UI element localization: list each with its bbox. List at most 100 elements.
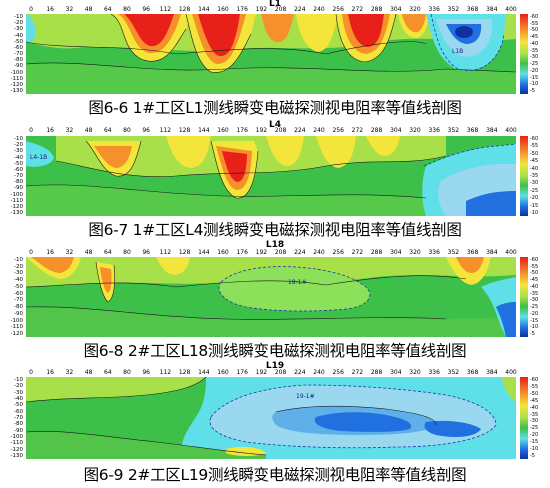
x-tick-label: 48 [84,369,93,376]
colorbar [520,136,528,216]
x-tick-label: 128 [178,369,191,376]
x-tick-label: 288 [370,6,383,13]
colorbar-tick-label: -15 [530,317,539,324]
x-tick-label: 64 [103,127,112,134]
colorbar-tick-label: -20 [530,67,539,74]
plot-title: L19 [265,361,285,371]
x-tick-label: 192 [255,127,268,134]
x-tick-label: 144 [198,6,210,13]
figure-6-6: L1 0 16 32 48 64 80 96 112 128 144 160 176 192 208 224… [0,0,550,122]
x-tick-label: 336 [428,249,440,256]
y-tick-label: -80 [14,179,23,186]
y-tick-label: -30 [14,148,23,155]
colorbar-tick-label: -60 [530,136,539,142]
x-tick-label: 192 [255,369,268,376]
colorbar-tick-label: -60 [530,377,539,383]
x-tick-label: 144 [198,127,210,134]
x-tick-label: 160 [217,369,229,376]
colorbar-tick-label: -35 [530,411,539,418]
x-tick-label: 304 [390,369,402,376]
anomaly-zone-label: L4-1B [30,154,48,161]
x-tick-label: 96 [142,249,151,256]
y-tick-label: -40 [14,277,23,284]
resistivity-contour-plot: L4-1B [26,136,516,216]
x-tick-label: 272 [351,369,364,376]
colorbar-tick-label: -50 [530,150,539,157]
x-axis-ticks: 0 16 32 48 64 80 96 112 128 144 160 176 192 208 224 240… [26,6,517,15]
colorbar-tick-label: -10 [530,210,539,216]
x-tick-label: 80 [123,6,131,13]
colorbar-labels: -60 -55 -50 -45 -40 -35 -30 -25 -20 -15 -10 [530,136,550,216]
y-tick-label: -120 [10,203,23,210]
colorbar-tick-label: -55 [530,20,539,27]
x-tick-label: 384 [486,6,498,13]
x-tick-label: 224 [294,6,306,13]
colorbar-tick-label: -60 [530,257,539,263]
x-tick-label: 32 [65,6,74,13]
x-tick-label: 400 [505,6,517,13]
resistivity-contour-plot: 18-1# [26,257,516,337]
x-tick-label: 400 [505,249,517,256]
colorbar-tick-label: -45 [530,397,539,404]
y-tick-label: -40 [14,396,23,402]
plot-title: L4 [269,120,281,130]
x-tick-label: 352 [447,369,460,376]
x-tick-label: 256 [332,6,344,13]
y-tick-label: -20 [14,142,23,149]
y-tick-label: -120 [10,446,23,453]
colorbar-tick-label: -15 [530,439,539,446]
colorbar-tick-label: -55 [530,263,539,270]
x-tick-label: 240 [313,127,325,134]
y-axis-ticks: -10 -20 -30 -40 -50 -60 -70 -80 -90 -100 -110 -120-… [0,377,25,459]
x-tick-label: 0 [29,127,33,134]
x-tick-label: 112 [159,127,172,134]
x-tick-label: 336 [428,369,440,376]
x-tick-label: 32 [65,249,74,256]
y-tick-label: -110 [10,197,23,204]
x-tick-label: 304 [390,127,402,134]
x-tick-label: 368 [466,127,479,134]
y-tick-label: -100 [10,191,23,198]
x-tick-label: 32 [65,127,74,134]
y-tick-label: -100 [10,434,23,440]
x-tick-label: 96 [142,127,151,134]
anomaly-zone-label: 18-1# [288,279,307,286]
y-tick-label: -80 [14,421,23,428]
x-tick-label: 320 [409,6,421,13]
x-tick-label: 64 [103,6,112,13]
colorbar-tick-label: -25 [530,61,539,68]
x-tick-label: 320 [409,249,421,256]
x-axis-ticks: 0 16 32 48 64 80 96 112 128 144 160 176 192 208 224 240… [26,127,517,136]
x-tick-label: 256 [332,249,344,256]
contour-svg [26,136,516,216]
x-tick-label: 16 [46,127,55,134]
x-tick-label: 160 [217,127,229,134]
figure-caption: 图6-6 1#工区L1测线瞬变电磁探测视电阻率等值线剖图 [88,99,462,117]
x-tick-label: 96 [142,6,151,13]
x-tick-label: 240 [313,249,325,256]
y-tick-label: -20 [14,383,23,390]
colorbar-tick-label: -30 [530,418,539,425]
x-tick-label: 384 [486,127,498,134]
y-tick-label: -70 [14,173,23,179]
x-tick-label: 240 [313,369,325,376]
x-tick-label: 160 [217,249,229,256]
colorbar-tick-label: -5 [530,88,535,94]
colorbar-tick-label: -35 [530,47,539,54]
colorbar-labels: -60 -55 -50 -45 -40 -35 -30 -25 -20 -15 -10 -5 [530,257,550,337]
y-tick-label: -20 [14,20,23,27]
x-tick-label: 352 [447,6,460,13]
x-tick-label: 224 [294,369,306,376]
colorbar-tick-label: -55 [530,383,539,390]
colorbar-tick-label: -45 [530,158,539,165]
resistivity-contour-plot: 19-1# [26,377,516,459]
figure-caption: 图6-8 2#工区L18测线瞬变电磁探测视电阻率等值线剖图 [83,342,467,360]
colorbar-tick-label: -20 [530,432,539,439]
x-tick-label: 96 [142,369,151,376]
colorbar-tick-label: -30 [530,297,539,304]
y-tick-label: -90 [14,310,23,317]
x-tick-label: 176 [236,249,248,256]
x-tick-label: 384 [486,369,498,376]
x-tick-label: 224 [294,249,306,256]
x-tick-label: 32 [65,369,74,376]
